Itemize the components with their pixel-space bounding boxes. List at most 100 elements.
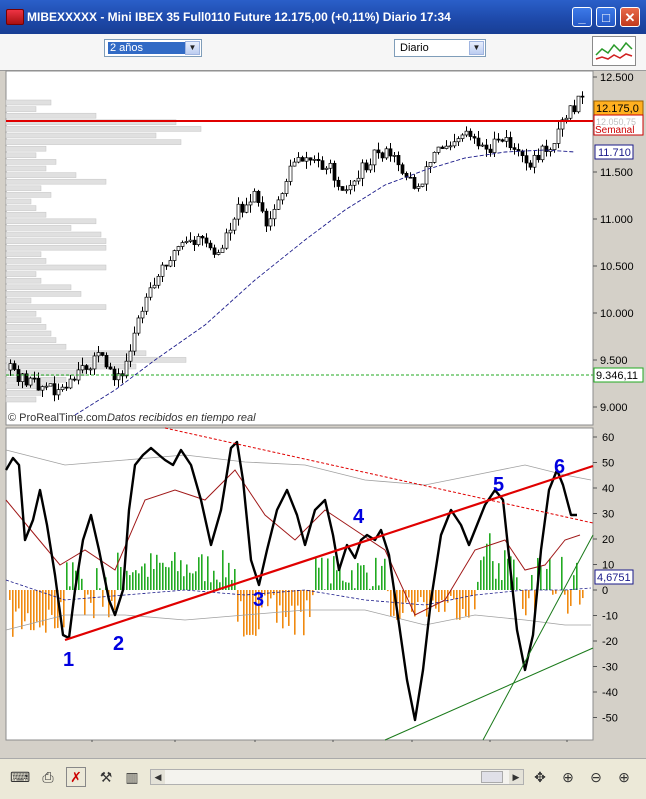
chart-type-icon[interactable]: ▥ (122, 767, 142, 787)
candle-body (417, 186, 420, 188)
no-draw-icon[interactable]: ✗ (66, 767, 86, 787)
candle-body (441, 147, 444, 148)
candle-body (209, 243, 212, 248)
histogram-bar-negative (9, 590, 11, 600)
histogram-bar-negative (309, 590, 311, 617)
candle-body (193, 240, 196, 244)
candle-body (161, 265, 164, 276)
histogram-bar-positive (207, 556, 209, 590)
histogram-bar-positive (366, 573, 368, 590)
candle-body (113, 369, 116, 380)
candle-body (445, 146, 448, 148)
period-select[interactable]: 2 años ▼ (104, 39, 202, 57)
histogram-bar-negative (528, 590, 530, 598)
candle-body (237, 204, 240, 219)
osc-tick-label: -20 (602, 636, 618, 648)
histogram-bar-positive (318, 568, 320, 590)
histogram-bar-negative (15, 590, 17, 612)
time-scrollbar[interactable]: ◀ ▶ (150, 769, 524, 785)
candle-body (325, 168, 328, 169)
histogram-bar-positive (504, 550, 506, 590)
candle-body (185, 241, 188, 242)
scrollbar-thumb[interactable] (481, 771, 503, 783)
candle-body (377, 150, 380, 153)
volume-profile-bar (6, 232, 101, 237)
candle-body (345, 190, 348, 191)
candle-body (57, 390, 60, 395)
candle-body (341, 186, 344, 190)
candle-body (437, 147, 440, 152)
histogram-bar-negative (48, 590, 50, 610)
candle-body (301, 157, 304, 161)
candle-body (145, 297, 148, 311)
histogram-bar-positive (204, 581, 206, 590)
candle-body (365, 163, 368, 170)
histogram-bar-negative (387, 590, 389, 591)
candle-body (513, 148, 516, 150)
zoom-out-icon[interactable]: ⊖ (586, 767, 606, 787)
histogram-bar-positive (378, 585, 380, 590)
candle-body (373, 150, 376, 165)
scroll-right-icon[interactable]: ▶ (509, 770, 523, 784)
histogram-bar-positive (336, 570, 338, 590)
chart-svg[interactable]: © ProRealTime.com Datos recibidos en tie… (5, 70, 645, 742)
histogram-bar-positive (234, 569, 236, 590)
candle-body (553, 143, 556, 149)
candle-body (249, 202, 252, 205)
candle-body (305, 158, 308, 161)
histogram-bar-positive (477, 582, 479, 590)
oscillator-panel[interactable]: 1 2 3 4 5 6 6050403020100-10-20-30-40-50… (6, 428, 633, 742)
print-icon[interactable]: ⎙ (38, 767, 58, 787)
chevron-down-icon[interactable]: ▼ (469, 41, 484, 55)
histogram-bar-positive (117, 553, 119, 590)
candle-body (361, 163, 364, 178)
minimize-button[interactable]: _ (572, 7, 592, 27)
candle-body (337, 180, 340, 186)
candle-body (505, 137, 508, 141)
candle-body (205, 238, 208, 243)
histogram-bar-positive (120, 567, 122, 590)
candle-body (349, 185, 352, 189)
scroll-left-icon[interactable]: ◀ (151, 770, 165, 784)
indicators-button[interactable] (592, 36, 636, 66)
candle-body (201, 236, 204, 238)
candle-body (281, 194, 284, 200)
volume-profile-bar (6, 351, 146, 356)
candle-body (317, 159, 320, 160)
tools-icon[interactable]: ⚒ (96, 767, 116, 787)
maximize-button[interactable]: □ (596, 7, 616, 27)
histogram-bar-positive (141, 566, 143, 590)
candle-body (49, 384, 52, 387)
histogram-bar-negative (570, 590, 572, 606)
watermark: © ProRealTime.com (8, 412, 107, 424)
candle-body (25, 374, 28, 385)
ma-value-label: 11.710 (598, 147, 631, 159)
candle-body (245, 205, 248, 212)
histogram-bar-negative (33, 590, 35, 630)
interval-select[interactable]: Diario ▼ (394, 39, 486, 57)
candle-body (461, 135, 464, 139)
candle-body (501, 140, 504, 141)
zoom-fit-icon[interactable]: ⊕ (558, 767, 578, 787)
histogram-bar-negative (93, 590, 95, 618)
candle-body (197, 236, 200, 244)
histogram-bar-positive (381, 566, 383, 590)
volume-profile-bar (6, 364, 136, 369)
close-button[interactable]: ✕ (620, 7, 640, 27)
volume-profile-bar (6, 206, 36, 211)
volume-profile-bar (6, 397, 36, 402)
chart-area[interactable]: © ProRealTime.com Datos recibidos en tie… (5, 70, 645, 742)
chevron-down-icon[interactable]: ▼ (185, 41, 200, 55)
candle-body (233, 219, 236, 230)
hand-tool-icon[interactable]: ✥ (530, 767, 550, 787)
oscillator-value-label: 4,6751 (597, 572, 631, 584)
candle-body (285, 181, 288, 193)
price-panel[interactable]: © ProRealTime.com Datos recibidos en tie… (6, 71, 643, 425)
volume-profile-bar (6, 212, 46, 217)
histogram-bar-positive (171, 561, 173, 590)
histogram-bar-negative (291, 590, 293, 606)
zoom-in-icon[interactable]: ⊕ (614, 767, 634, 787)
keyboard-icon[interactable]: ⌨ (10, 767, 30, 787)
candle-body (33, 378, 36, 379)
candle-body (457, 139, 460, 142)
